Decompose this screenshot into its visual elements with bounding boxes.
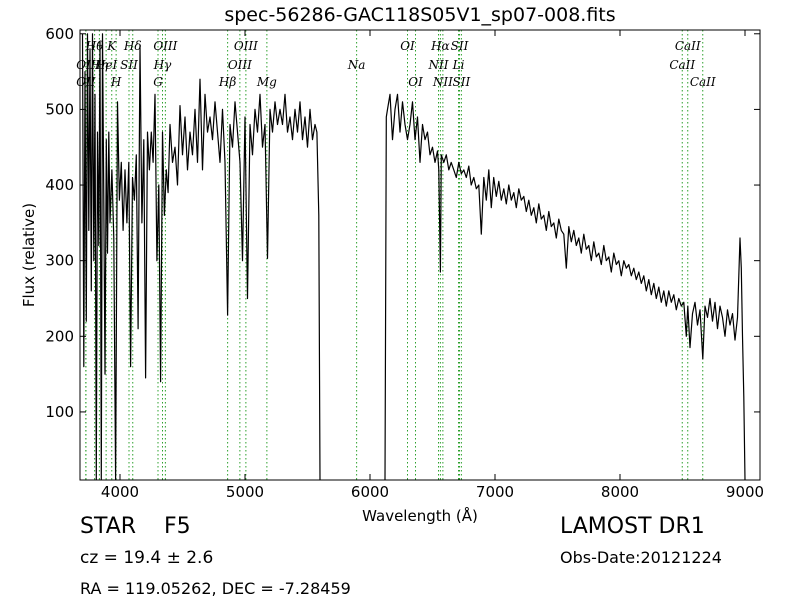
x-tick-label: 9000 (726, 483, 764, 501)
y-tick-label: 300 (45, 252, 74, 270)
object-class: STAR (80, 514, 137, 539)
spectral-line-label: SII (453, 75, 471, 89)
spectral-line-label: Na (347, 58, 366, 72)
spectral-line-label: CaII (675, 39, 701, 53)
spectral-line-label: Hβ (218, 75, 236, 89)
spectral-line-label: HeI (94, 58, 118, 72)
coordinates-text: RA = 119.05262, DEC = -7.28459 (80, 579, 351, 598)
spectral-line-label: SII (451, 39, 469, 53)
spectral-line-label: OI (400, 39, 415, 53)
x-tick-label: 8000 (601, 483, 639, 501)
spectral-line-label: K (106, 39, 117, 53)
flux-series (81, 33, 746, 480)
spectral-line-label: OIII (228, 58, 252, 72)
flux-line-segment (81, 33, 321, 480)
spectral-line-label: OI (408, 75, 423, 89)
spectral-line-label: OIII (153, 39, 177, 53)
spectral-line-label: Hγ (153, 58, 172, 72)
classification: STAR F5 (80, 514, 191, 539)
object-subclass: F5 (164, 514, 191, 539)
spectral-line-label: OII (76, 58, 96, 72)
spectral-line-label: NII (428, 58, 449, 72)
survey-name: LAMOST DR1 (560, 514, 705, 539)
x-axis-label: Wavelength (Å) (362, 506, 478, 525)
x-tick-label: 5000 (226, 483, 264, 501)
y-tick-label: 400 (45, 176, 74, 194)
chart-title: spec-56286-GAC118S05V1_sp07-008.fits (224, 4, 616, 26)
y-tick-label: 500 (45, 100, 74, 118)
y-axis-label: Flux (relative) (20, 203, 38, 307)
spectral-line-label: CaII (690, 75, 716, 89)
flux-line-segment (384, 93, 746, 480)
spectral-line-label: OII (76, 75, 96, 89)
spectral-line-label: CaII (669, 58, 695, 72)
plot-frame (79, 29, 761, 481)
axis-ticks: 4000 5000 6000 7000 8000 9000 100 200 300 400 500 6… (45, 25, 764, 501)
x-tick-label: 6000 (351, 483, 389, 501)
spectral-line-label: H (110, 75, 122, 89)
spectral-line-label: NII (432, 75, 453, 89)
spectral-line-label: Hα (430, 39, 450, 53)
spectral-line-label: SII (120, 58, 138, 72)
spectral-line-label: Hδ (123, 39, 142, 53)
y-tick-label: 100 (45, 403, 74, 421)
spectral-line-label: G (153, 75, 163, 89)
spectral-line-markers (85, 30, 704, 480)
obs-date: Obs-Date:20121224 (560, 548, 722, 567)
x-tick-label: 7000 (476, 483, 514, 501)
spectral-line-label: OIII (234, 39, 258, 53)
spectral-line-label: Mg (256, 75, 277, 89)
y-tick-label: 200 (45, 327, 74, 345)
y-tick-label: 600 (45, 25, 74, 43)
x-tick-label: 4000 (101, 483, 139, 501)
spectral-line-label: Li (452, 58, 465, 72)
redshift-text: cz = 19.4 ± 2.6 (80, 548, 214, 568)
